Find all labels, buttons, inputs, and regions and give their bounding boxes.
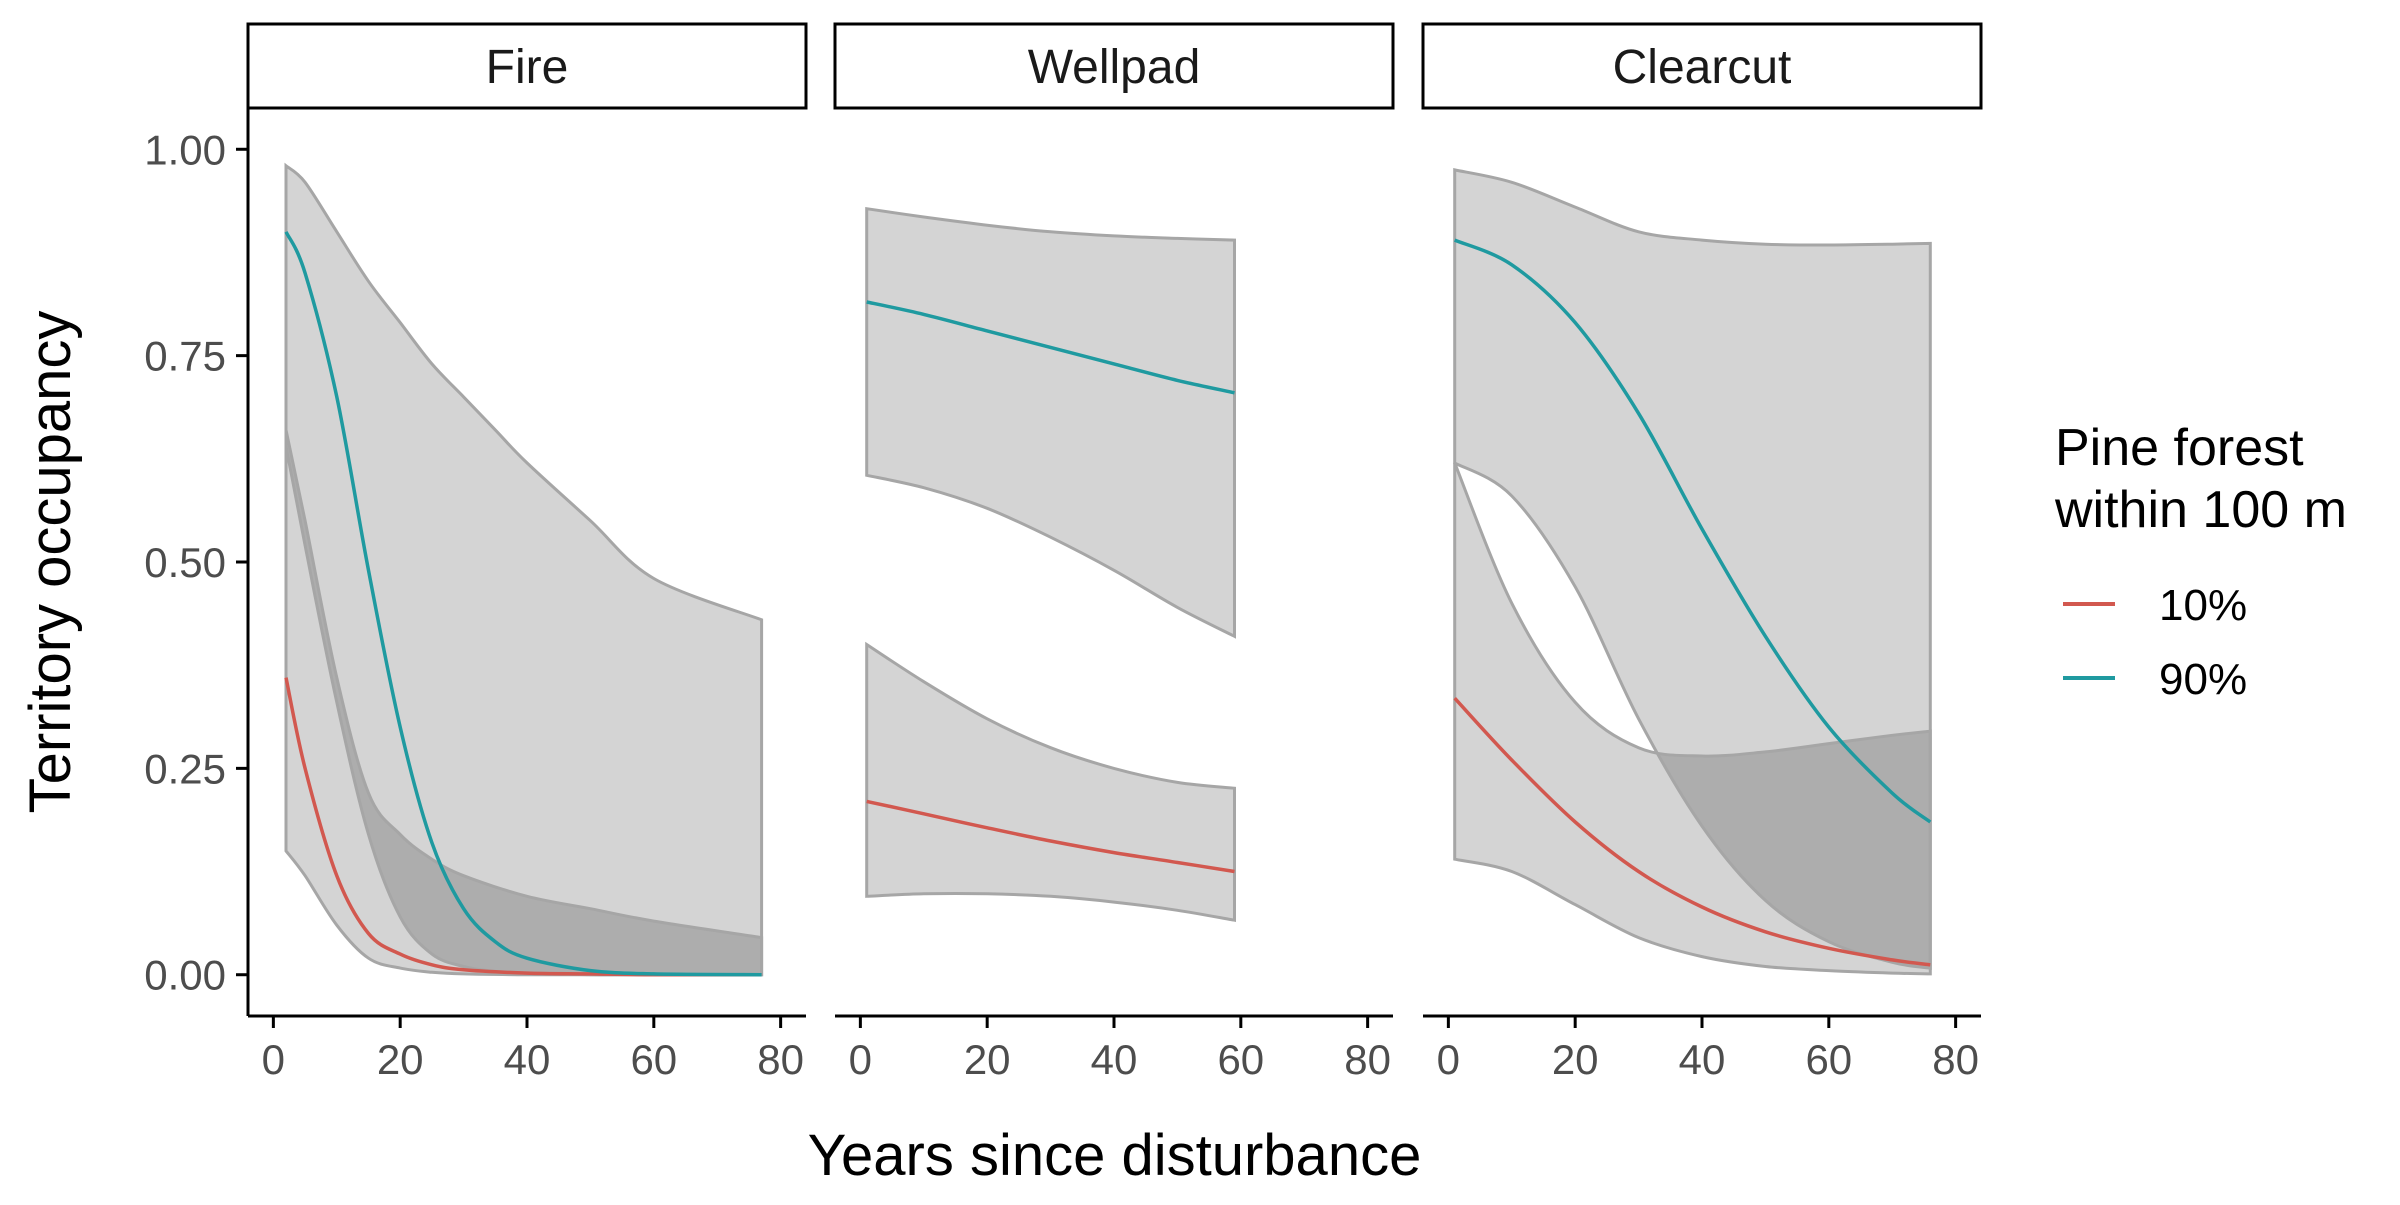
series-line-wellpad-90pct xyxy=(866,300,1235,395)
x-tick-label-wellpad-40: 40 xyxy=(1091,1036,1138,1083)
strip-label-fire: Fire xyxy=(486,41,569,94)
legend-title-line-0: Pine forest xyxy=(2055,419,2304,477)
x-tick-label-clearcut-20: 20 xyxy=(1552,1036,1599,1083)
x-tick-label-clearcut-80: 80 xyxy=(1932,1036,1979,1083)
ribbon-outline-clearcut-90pct xyxy=(1453,168,1932,970)
y-axis-title: Territory occupancy xyxy=(18,311,83,814)
y-tick-label-4: 1.00 xyxy=(144,126,226,173)
y-tick-label-2: 0.50 xyxy=(144,539,226,586)
x-tick-label-fire-60: 60 xyxy=(630,1036,677,1083)
strip-wellpad xyxy=(833,22,1395,110)
ribbon-fire-90pct xyxy=(286,165,762,975)
strip-fire xyxy=(246,22,808,110)
y-tick-label-0: 0.00 xyxy=(144,952,226,999)
ribbon-outline-fire-10pct xyxy=(284,429,764,977)
x-tick-label-clearcut-40: 40 xyxy=(1679,1036,1726,1083)
x-tick-label-clearcut-60: 60 xyxy=(1805,1036,1852,1083)
series-line-clearcut-10pct xyxy=(1453,697,1931,967)
x-tick-label-wellpad-20: 20 xyxy=(964,1036,1011,1083)
legend-label-90pct: 90% xyxy=(2159,655,2247,704)
x-tick-label-wellpad-60: 60 xyxy=(1217,1036,1264,1083)
ribbon-outline-wellpad-10pct xyxy=(865,641,1236,922)
ribbon-wellpad-90pct xyxy=(866,208,1235,637)
x-tick-label-wellpad-0: 0 xyxy=(849,1036,872,1083)
series-line-wellpad-10pct xyxy=(866,799,1235,874)
x-tick-label-fire-20: 20 xyxy=(377,1036,424,1083)
ribbon-outline-clearcut-10pct xyxy=(1453,462,1932,976)
strip-label-clearcut: Clearcut xyxy=(1613,41,1792,94)
ribbon-wellpad-10pct xyxy=(866,644,1235,921)
series-line-clearcut-90pct xyxy=(1454,238,1932,824)
legend-title-line-1: within 100 m xyxy=(2054,481,2347,539)
x-tick-label-fire-0: 0 xyxy=(262,1036,285,1083)
legend-label-10pct: 10% xyxy=(2159,581,2247,630)
x-tick-label-fire-40: 40 xyxy=(504,1036,551,1083)
series-line-fire-90pct xyxy=(284,231,762,977)
y-tick-label-1: 0.25 xyxy=(144,745,226,792)
x-tick-label-clearcut-0: 0 xyxy=(1437,1036,1460,1083)
x-tick-label-wellpad-80: 80 xyxy=(1344,1036,1391,1083)
y-tick-label-3: 0.75 xyxy=(144,333,226,380)
strip-clearcut xyxy=(1421,22,1983,110)
ribbon-outline-wellpad-90pct xyxy=(865,206,1236,639)
x-axis-title: Years since disturbance xyxy=(808,1123,1422,1188)
strip-label-wellpad: Wellpad xyxy=(1028,41,1201,94)
x-tick-label-fire-80: 80 xyxy=(757,1036,804,1083)
